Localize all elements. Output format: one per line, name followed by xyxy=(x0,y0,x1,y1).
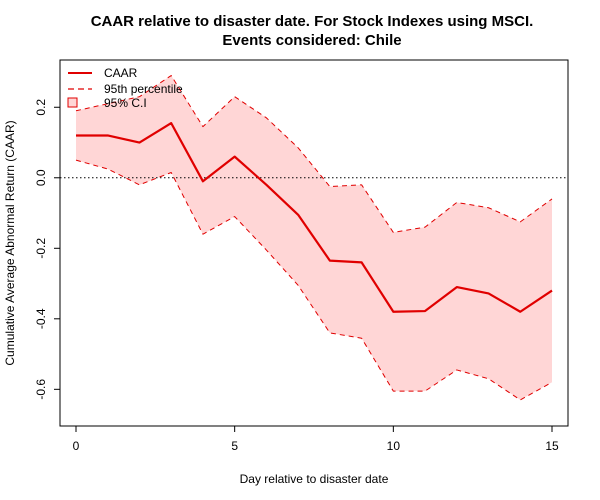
y-tick-label: 0.0 xyxy=(34,169,48,186)
x-axis: 0 5 10 15 xyxy=(73,426,559,453)
upper-percentile-line xyxy=(75,75,553,233)
legend-swatch-ci xyxy=(67,97,78,108)
legend-label-caar: CAAR xyxy=(104,66,138,80)
chart-title: CAAR relative to disaster date. For Stoc… xyxy=(91,13,534,30)
y-tick-label: -0.4 xyxy=(34,308,48,329)
chart-legend: CAAR 95th percentile 95% C.I xyxy=(67,66,183,110)
lower-percentile-line xyxy=(75,159,553,401)
legend-label-ci: 95% C.I xyxy=(104,96,147,110)
legend-label-percentile: 95th percentile xyxy=(104,82,183,96)
y-axis: -0.6 -0.4 -0.2 0.0 0.2 xyxy=(34,99,60,400)
caar-line xyxy=(76,122,553,313)
y-tick-label: -0.6 xyxy=(34,379,48,400)
x-tick-label: 0 xyxy=(73,439,80,453)
x-tick-label: 5 xyxy=(231,439,238,453)
y-tick-label: -0.2 xyxy=(34,238,48,259)
chart-subtitle: Events considered: Chile xyxy=(222,32,401,49)
x-axis-title: Day relative to disaster date xyxy=(240,472,389,486)
plot-frame xyxy=(59,59,569,427)
x-tick-label: 15 xyxy=(545,439,559,453)
x-tick-label: 10 xyxy=(387,439,401,453)
y-axis-title: Cumulative Average Abnormal Return (CAAR… xyxy=(3,120,17,365)
y-tick-label: 0.2 xyxy=(34,99,48,116)
series-line-layer xyxy=(60,75,568,401)
